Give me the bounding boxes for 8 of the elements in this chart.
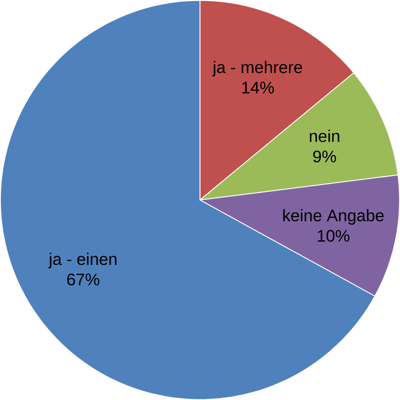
data-label: 14% bbox=[242, 82, 274, 94]
slice-label: nein bbox=[310, 130, 340, 142]
data-label: 9% bbox=[313, 150, 336, 162]
slice-label: ja - mehrere bbox=[212, 60, 302, 76]
slice-label: ja - einen bbox=[48, 252, 116, 268]
data-label: 67% bbox=[67, 274, 100, 286]
data-label: 10% bbox=[318, 230, 350, 242]
slice-label: keine Angabe bbox=[283, 209, 384, 225]
